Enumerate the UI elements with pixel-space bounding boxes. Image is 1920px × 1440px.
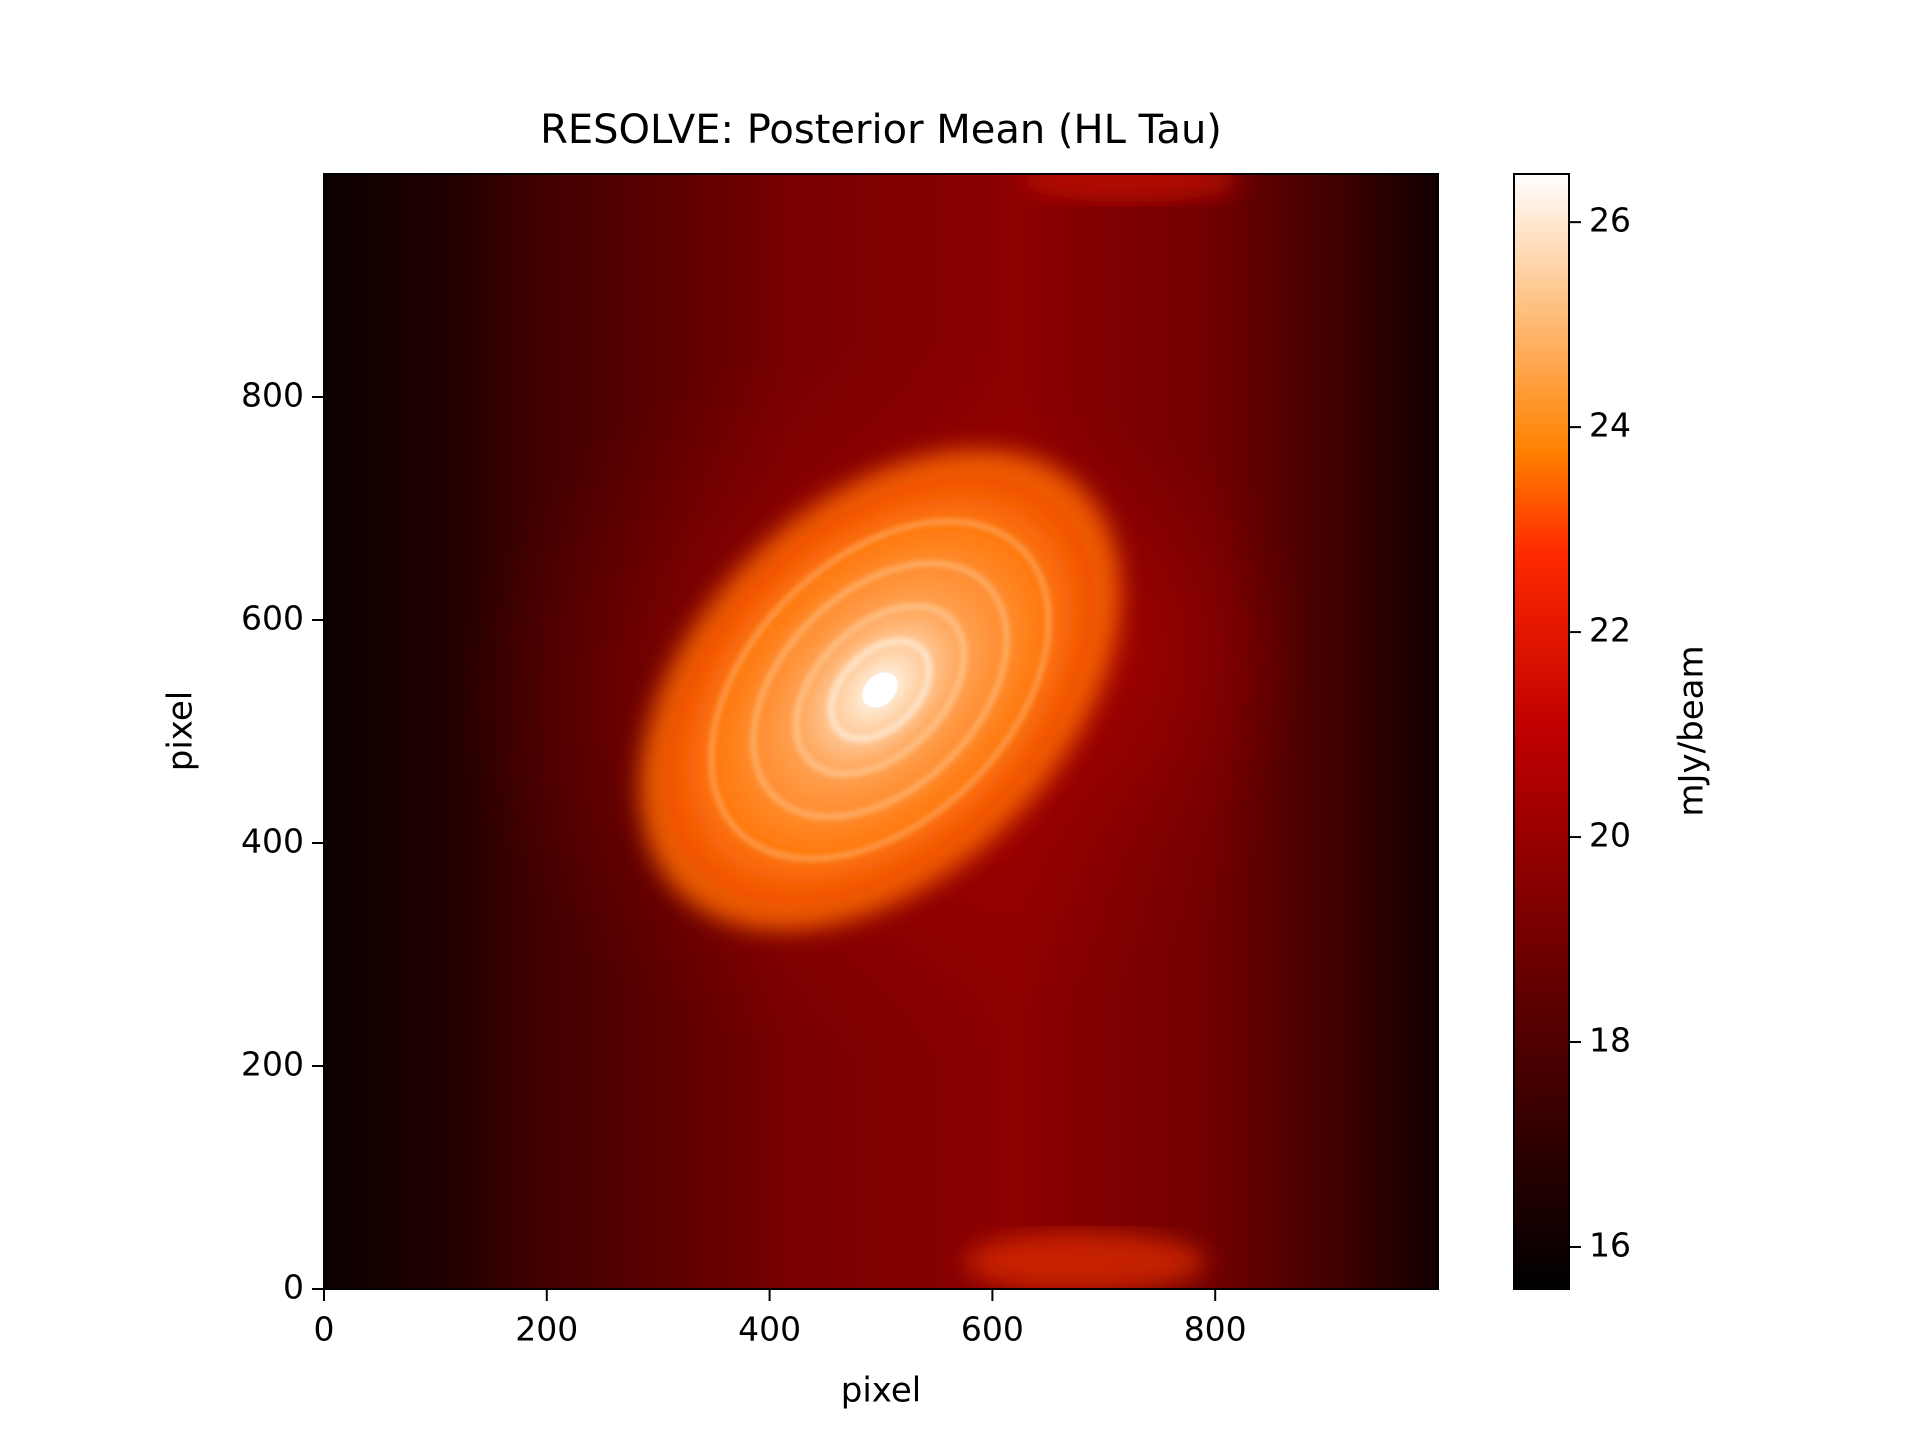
y-tick-label: 800 bbox=[241, 376, 304, 415]
x-tick-label: 0 bbox=[314, 1310, 335, 1349]
colorbar-tick-label: 20 bbox=[1589, 816, 1631, 855]
y-tick-label: 400 bbox=[241, 822, 304, 861]
colorbar-tick-label: 18 bbox=[1589, 1021, 1631, 1060]
colorbar-tick-label: 24 bbox=[1589, 406, 1631, 445]
heatmap-image bbox=[324, 174, 1438, 1289]
x-tick-label: 400 bbox=[738, 1310, 801, 1349]
colorbar bbox=[1513, 173, 1570, 1290]
axes-frame bbox=[323, 173, 1439, 1290]
colorbar-tick-label: 22 bbox=[1589, 611, 1631, 650]
x-axis-label: pixel bbox=[841, 1371, 921, 1411]
y-tick-label: 600 bbox=[241, 599, 304, 638]
colorbar-tick-label: 26 bbox=[1589, 201, 1631, 240]
y-tick-label: 0 bbox=[283, 1268, 304, 1307]
x-tick-label: 200 bbox=[515, 1310, 578, 1349]
colorbar-tick-label: 16 bbox=[1589, 1225, 1631, 1264]
x-tick-label: 800 bbox=[1184, 1310, 1247, 1349]
x-tick-label: 600 bbox=[961, 1310, 1024, 1349]
y-tick-label: 200 bbox=[241, 1045, 304, 1084]
chart-title: RESOLVE: Posterior Mean (HL Tau) bbox=[540, 107, 1222, 153]
colorbar-label: mJy/beam bbox=[1672, 645, 1712, 816]
y-axis-label: pixel bbox=[161, 691, 201, 771]
